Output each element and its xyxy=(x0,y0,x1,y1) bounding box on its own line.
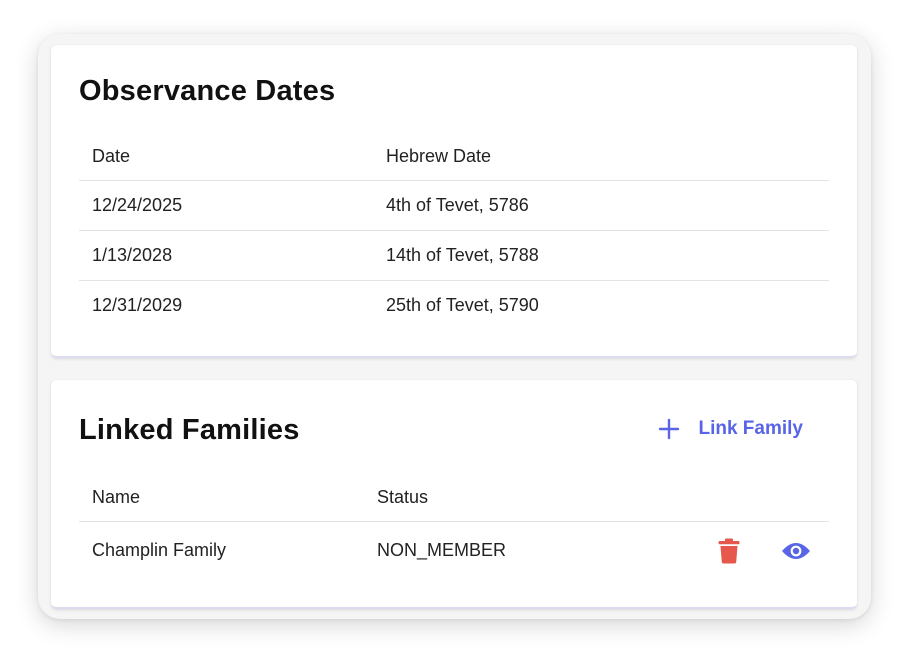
observance-dates-title: Observance Dates xyxy=(79,75,336,107)
hebrew-date-cell: 4th of Tevet, 5786 xyxy=(386,194,529,215)
date-cell: 12/31/2029 xyxy=(92,294,183,315)
table-row: 12/24/2025 4th of Tevet, 5786 xyxy=(79,180,829,230)
row-actions xyxy=(612,521,829,580)
observance-dates-table: Date Hebrew Date 12/24/2025 4th of Tevet… xyxy=(79,133,829,330)
column-header-name: Name xyxy=(92,486,141,507)
linked-families-table: Name Status Champlin Family NON_MEMBER xyxy=(79,474,829,580)
table-row: Champlin Family NON_MEMBER xyxy=(79,521,829,580)
trash-icon[interactable] xyxy=(718,538,740,564)
column-header-date: Date xyxy=(92,145,131,166)
hebrew-date-cell: 25th of Tevet, 5790 xyxy=(386,294,539,315)
plus-icon xyxy=(659,418,680,440)
table-header-row: Name Status xyxy=(79,474,829,521)
link-family-button[interactable]: Link Family xyxy=(658,418,803,440)
column-header-status: Status xyxy=(377,486,429,507)
table-row: 12/31/2029 25th of Tevet, 5790 xyxy=(79,280,829,330)
family-status-cell: NON_MEMBER xyxy=(377,540,507,561)
table-row: 1/13/2028 14th of Tevet, 5788 xyxy=(79,230,829,280)
hebrew-date-cell: 14th of Tevet, 5788 xyxy=(386,244,539,265)
date-cell: 12/24/2025 xyxy=(92,194,183,215)
eye-icon[interactable] xyxy=(781,541,811,561)
link-family-label: Link Family xyxy=(698,418,803,439)
linked-families-card: Linked Families Link Family Name Status … xyxy=(51,380,857,609)
date-cell: 1/13/2028 xyxy=(92,244,173,265)
column-header-hebrew-date: Hebrew Date xyxy=(386,145,492,166)
linked-families-title: Linked Families xyxy=(79,414,300,446)
column-header-actions xyxy=(612,474,829,521)
family-name-cell: Champlin Family xyxy=(92,540,227,561)
observance-dates-card: Observance Dates Date Hebrew Date 12/24/… xyxy=(51,45,857,358)
table-header-row: Date Hebrew Date xyxy=(79,133,829,180)
